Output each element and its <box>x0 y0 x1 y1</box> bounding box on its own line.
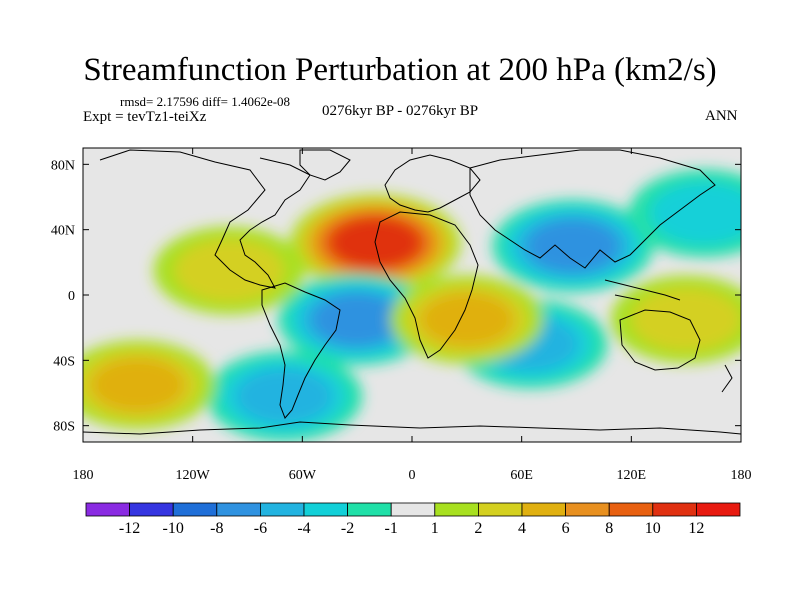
x-axis: 180 120W 60W 0 60E 120E 180 <box>73 148 752 483</box>
field-contour <box>631 287 741 352</box>
x-tick-label: 0 <box>409 468 416 483</box>
colorbar-box <box>477 502 523 517</box>
coast-antarctica <box>83 421 741 435</box>
y-axis: 80N 40N 0 40S 80S <box>51 158 741 435</box>
y-tick-label: 0 <box>68 289 75 304</box>
field-contour <box>419 292 514 347</box>
colorbar-box <box>347 502 392 517</box>
colorbar-label: -8 <box>210 520 223 537</box>
colorbar-box <box>390 502 436 517</box>
colorbar-box <box>259 502 305 517</box>
season-label: ANN <box>705 108 738 124</box>
field-contour <box>649 181 741 246</box>
coast-greenland <box>299 149 351 181</box>
colorbar-box <box>85 502 130 517</box>
x-tick-label: 60E <box>510 468 533 483</box>
x-tick-label: 120W <box>176 468 211 483</box>
x-tick-label: 60W <box>289 468 317 483</box>
x-tick-label: 120E <box>617 468 647 483</box>
colorbar-box <box>608 502 654 517</box>
field-blobs <box>83 169 741 442</box>
y-tick-label: 40N <box>51 224 75 239</box>
colorbar-label: -10 <box>163 520 184 537</box>
coast-asia <box>469 149 716 269</box>
colorbar-label: 6 <box>562 520 570 537</box>
colorbar-label: 8 <box>605 520 613 537</box>
colorbar-box <box>434 502 479 517</box>
colorbar-box <box>303 502 348 517</box>
y-tick-label: 40S <box>53 354 75 369</box>
coast-indonesia <box>604 279 681 301</box>
colorbar-label: -4 <box>297 520 310 537</box>
colorbar-box <box>652 502 697 517</box>
colorbar-box <box>696 502 741 517</box>
stats-text: rmsd= 2.17596 diff= 1.4062e-08 <box>120 94 291 109</box>
y-tick-label: 80N <box>51 158 75 173</box>
x-tick-label: 180 <box>731 468 752 483</box>
chart-title: Streamfunction Perturbation at 200 hPa (… <box>83 52 717 88</box>
colorbar-label: 1 <box>431 520 439 537</box>
coast-south-america <box>261 282 341 419</box>
x-tick-label: 180 <box>73 468 94 483</box>
colorbar-label: 4 <box>518 520 526 537</box>
colorbar-box <box>172 502 218 517</box>
colorbar-label: -6 <box>254 520 267 537</box>
field-contour <box>312 293 402 346</box>
colorbar-label: -2 <box>341 520 354 537</box>
colorbar-box <box>565 502 610 517</box>
field-contour <box>235 368 333 425</box>
field-layer <box>83 169 741 442</box>
coast-new-zealand <box>721 364 733 393</box>
colorbar-box <box>129 502 174 517</box>
colorbar-label: 10 <box>645 520 661 537</box>
coast-africa <box>374 211 479 359</box>
coastlines <box>83 149 741 435</box>
colorbar-box <box>521 502 566 517</box>
colorbar-box <box>216 502 261 517</box>
field-contour <box>174 238 285 303</box>
y-tick-label: 80S <box>53 420 75 435</box>
period-label: 0276kyr BP - 0276kyr BP <box>322 103 479 119</box>
experiment-label: Expt = tevTz1-teiXz <box>83 109 207 125</box>
colorbar-label: 2 <box>474 520 482 537</box>
field-contour <box>527 219 619 273</box>
colorbar-label: -1 <box>385 520 398 537</box>
coast-australia <box>619 309 701 371</box>
coast-north-america <box>99 149 311 289</box>
field-contour <box>90 357 185 413</box>
colorbar-label: -12 <box>119 520 140 537</box>
colorbar: -12 -10 -8 -6 -4 -2 -1 1 2 4 6 8 10 12 <box>85 502 741 537</box>
colorbar-label: 12 <box>688 520 704 537</box>
